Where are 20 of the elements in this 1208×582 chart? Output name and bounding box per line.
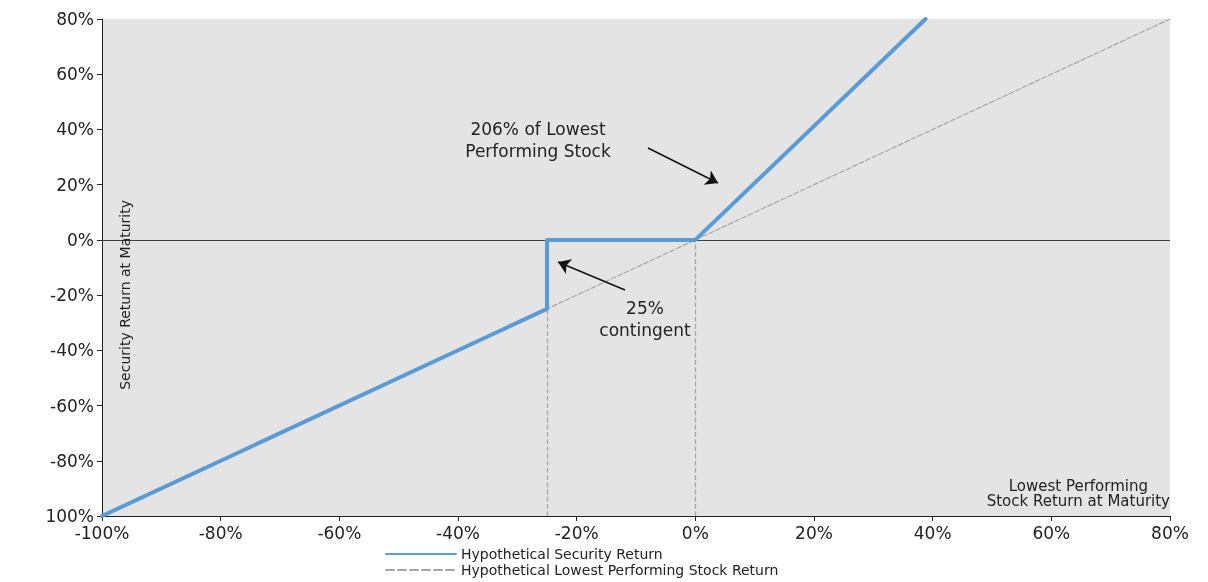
y-tick-label: -40% [50,340,94,361]
x-tick-label: 0% [681,522,709,543]
x-tick-label: -20% [554,522,599,543]
legend-label: Hypothetical Security Return [461,546,663,562]
x-tick-label: 80% [1151,522,1189,543]
y-tick-label: 80% [56,9,94,29]
x-tick-label: 40% [913,522,952,543]
x-tick-label: 60% [1032,522,1071,543]
y-tick-label: 40% [56,119,94,140]
y-tick-label: -20% [50,285,94,306]
y-tick-label: 0% [67,229,94,250]
x-tick-label: -40% [436,522,480,543]
legend-label: Hypothetical Lowest Performing Stock Return [461,562,779,578]
x-tick-label: -80% [198,522,243,543]
x-tick-label: -60% [317,522,362,543]
y-tick-label: -80% [50,450,94,471]
y-tick-label: -60% [50,395,94,416]
x-tick-label: 20% [795,522,833,543]
y-tick-label: 20% [56,174,94,195]
y-tick-label: 60% [56,64,94,85]
